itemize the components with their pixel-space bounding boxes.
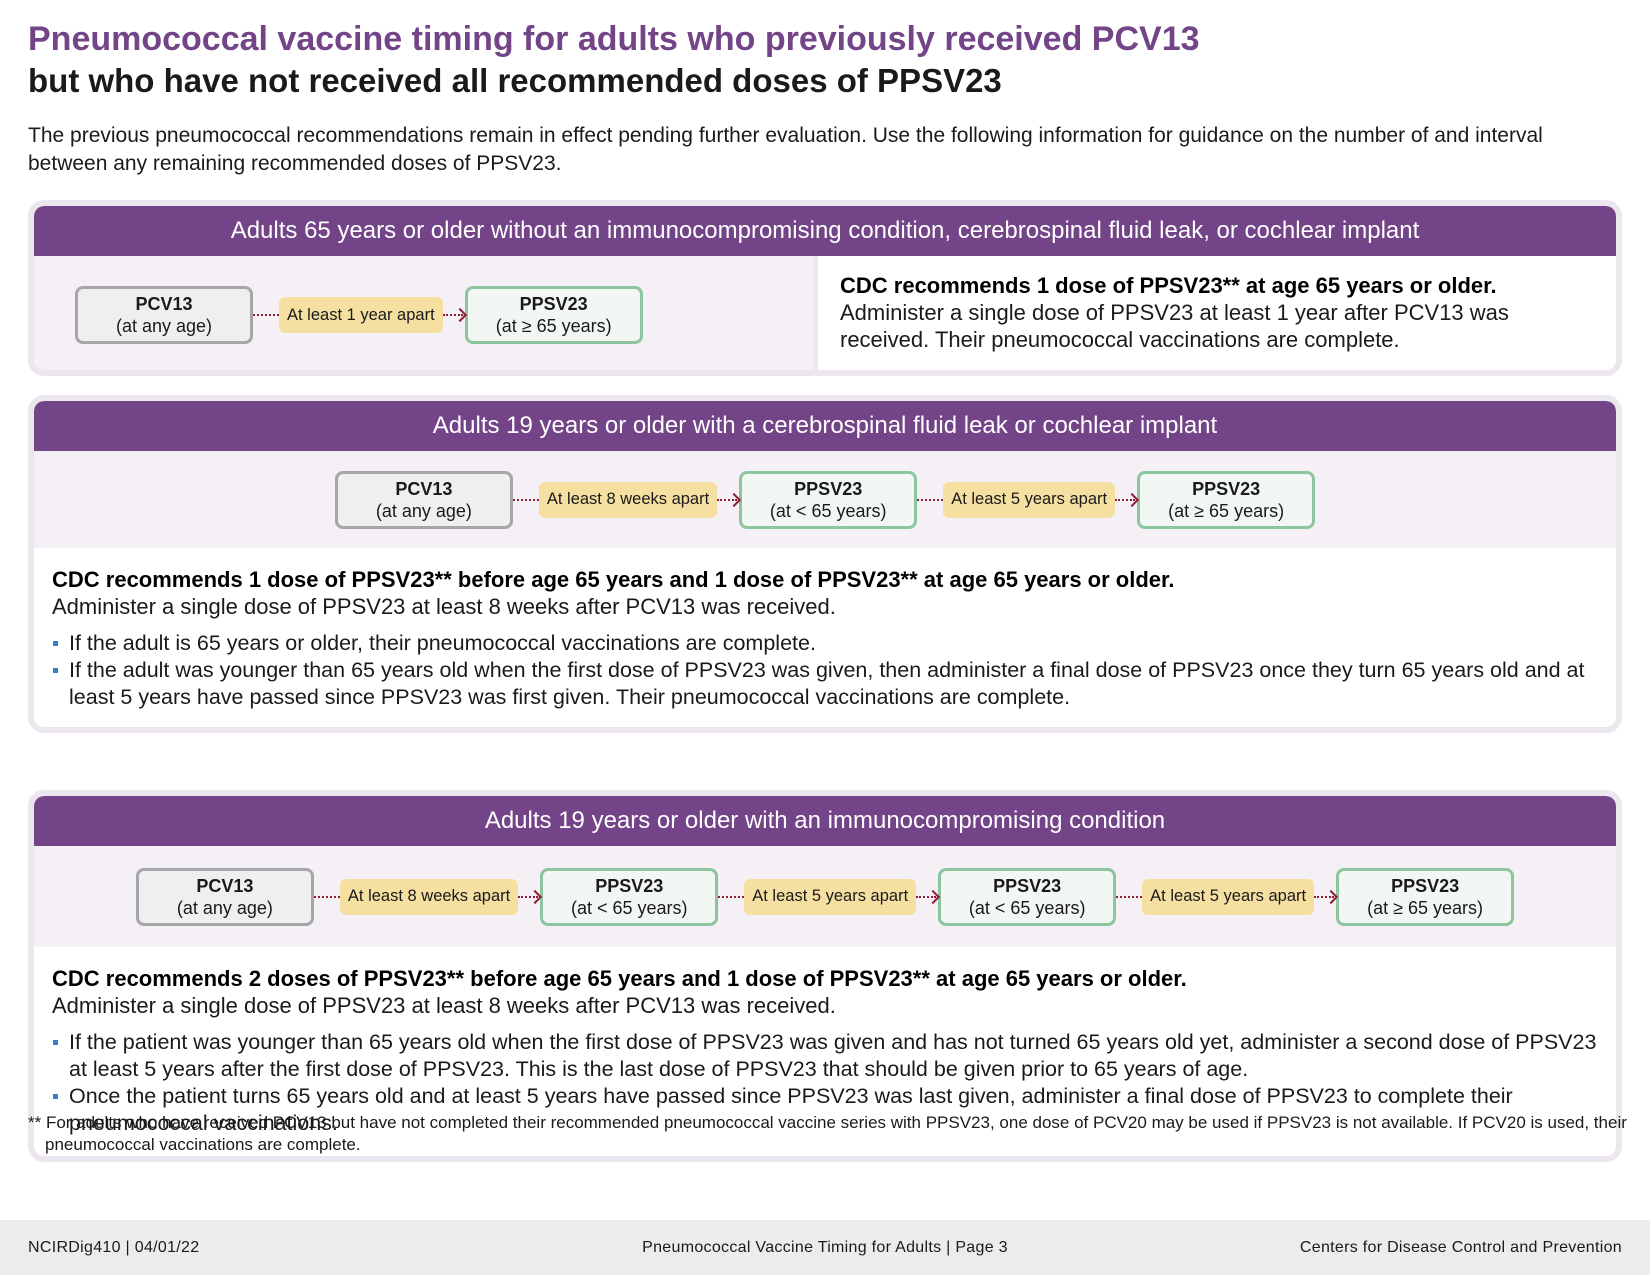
section-header: Adults 19 years or older with an immunoc… [34, 796, 1616, 846]
ppsv23-box: PPSV23 (at ≥ 65 years) [464, 286, 643, 344]
page-label: Pneumococcal Vaccine Timing for Adults |… [642, 1238, 1008, 1256]
recommendation: CDC recommends 1 dose of PPSV23** at age… [814, 256, 1616, 370]
vaccine-age: (at ≥ 65 years) [1168, 500, 1285, 521]
interval-label: At least 5 years apart [943, 481, 1116, 518]
publisher: Centers for Disease Control and Preventi… [1299, 1238, 1622, 1256]
section-65-without-conditions: Adults 65 years or older without an immu… [28, 200, 1622, 376]
page-subtitle: but who have not received all recommende… [28, 62, 1002, 99]
vaccine-name: PPSV23 [993, 875, 1062, 896]
section-header: Adults 65 years or older without an immu… [34, 206, 1616, 256]
interval-label: At least 8 weeks apart [339, 878, 519, 915]
vaccine-age: (at ≥ 65 years) [1367, 897, 1484, 918]
interval-connector: At least 8 weeks apart [512, 481, 742, 518]
vaccine-name: PCV13 [196, 875, 254, 896]
list-item: If the adult was younger than 65 years o… [52, 657, 1598, 711]
bullet-list: If the adult is 65 years or older, their… [52, 630, 1598, 711]
vaccine-age: (at < 65 years) [769, 500, 887, 521]
vaccine-name: PPSV23 [1391, 875, 1460, 896]
arrow-right-icon [442, 307, 467, 323]
interval-connector: At least 1 year apart [253, 297, 467, 333]
page-footer: NCIRDig410 | 04/01/22 Pneumococcal Vacci… [0, 1220, 1650, 1275]
arrow-right-icon [916, 889, 941, 904]
vaccine-name: PPSV23 [595, 875, 664, 896]
footnote: ** For adults who have received PCV13 bu… [28, 1113, 1627, 1154]
page-title: Pneumococcal vaccine timing for adults w… [28, 20, 1200, 58]
vaccine-name: PPSV23 [794, 478, 863, 499]
intro-paragraph: The previous pneumococcal recommendation… [28, 124, 1543, 175]
arrow-right-icon [1314, 889, 1339, 904]
interval-label: At least 5 years apart [744, 878, 917, 915]
vaccine-age: (at < 65 years) [968, 897, 1086, 918]
pcv13-box: PCV13 (at any age) [75, 286, 253, 344]
arrow-right-icon [1115, 492, 1140, 507]
schedule-flow: PCV13 (at any age) At least 1 year apart… [34, 256, 814, 370]
vaccine-age: (at any age) [176, 897, 273, 918]
recommendation-text: Administer a single dose of PPSV23 at le… [840, 300, 1509, 352]
recommendation-heading: CDC recommends 1 dose of PPSV23** at age… [840, 273, 1497, 298]
document-id: NCIRDig410 | 04/01/22 [28, 1238, 200, 1256]
recommendation-heading: CDC recommends 2 doses of PPSV23** befor… [52, 966, 1187, 991]
recommendation-heading: CDC recommends 1 dose of PPSV23** before… [52, 567, 1175, 592]
recommendation: CDC recommends 1 dose of PPSV23** before… [34, 548, 1616, 711]
recommendation-text: Administer a single dose of PPSV23 at le… [52, 594, 836, 619]
schedule-flow: PCV13 (at any age) At least 8 weeks apar… [34, 846, 1616, 947]
vaccine-age: (at any age) [375, 500, 472, 521]
pcv13-box: PCV13 (at any age) [334, 470, 513, 529]
interval-label: At least 1 year apart [279, 297, 443, 333]
list-item: If the patient was younger than 65 years… [52, 1029, 1598, 1083]
ppsv23-box: PPSV23 (at < 65 years) [540, 867, 719, 926]
vaccine-name: PPSV23 [519, 294, 588, 314]
recommendation: CDC recommends 2 doses of PPSV23** befor… [34, 947, 1616, 1137]
vaccine-age: (at ≥ 65 years) [495, 316, 612, 336]
bullet-list: If the patient was younger than 65 years… [52, 1029, 1598, 1137]
section-csf-leak-cochlear: Adults 19 years or older with a cerebros… [28, 395, 1622, 733]
section-immunocompromising: Adults 19 years or older with an immunoc… [28, 790, 1622, 1162]
vaccine-name: PCV13 [395, 478, 453, 499]
vaccine-name: PCV13 [135, 294, 193, 314]
vaccine-age: (at any age) [115, 316, 213, 336]
interval-label: At least 8 weeks apart [538, 481, 718, 518]
interval-connector: At least 5 years apart [1116, 878, 1339, 915]
pcv13-box: PCV13 (at any age) [135, 867, 314, 926]
ppsv23-box: PPSV23 (at ≥ 65 years) [1137, 470, 1316, 529]
arrow-right-icon [518, 889, 543, 904]
vaccine-age: (at < 65 years) [570, 897, 688, 918]
ppsv23-box: PPSV23 (at < 65 years) [938, 867, 1117, 926]
section-body: PCV13 (at any age) At least 1 year apart… [34, 256, 1616, 370]
interval-connector: At least 8 weeks apart [313, 878, 543, 915]
schedule-flow: PCV13 (at any age) At least 8 weeks apar… [34, 451, 1616, 548]
recommendation-text: Administer a single dose of PPSV23 at le… [52, 993, 836, 1018]
ppsv23-box: PPSV23 (at ≥ 65 years) [1336, 867, 1515, 926]
section-header: Adults 19 years or older with a cerebros… [34, 401, 1616, 451]
list-item: If the adult is 65 years or older, their… [52, 630, 1598, 657]
list-item: Once the patient turns 65 years old and … [52, 1083, 1598, 1137]
interval-label: At least 5 years apart [1142, 878, 1315, 915]
vaccine-name: PPSV23 [1192, 478, 1261, 499]
interval-connector: At least 5 years apart [718, 878, 941, 915]
ppsv23-box: PPSV23 (at < 65 years) [739, 470, 918, 529]
interval-connector: At least 5 years apart [917, 481, 1140, 518]
arrow-right-icon [717, 492, 742, 507]
